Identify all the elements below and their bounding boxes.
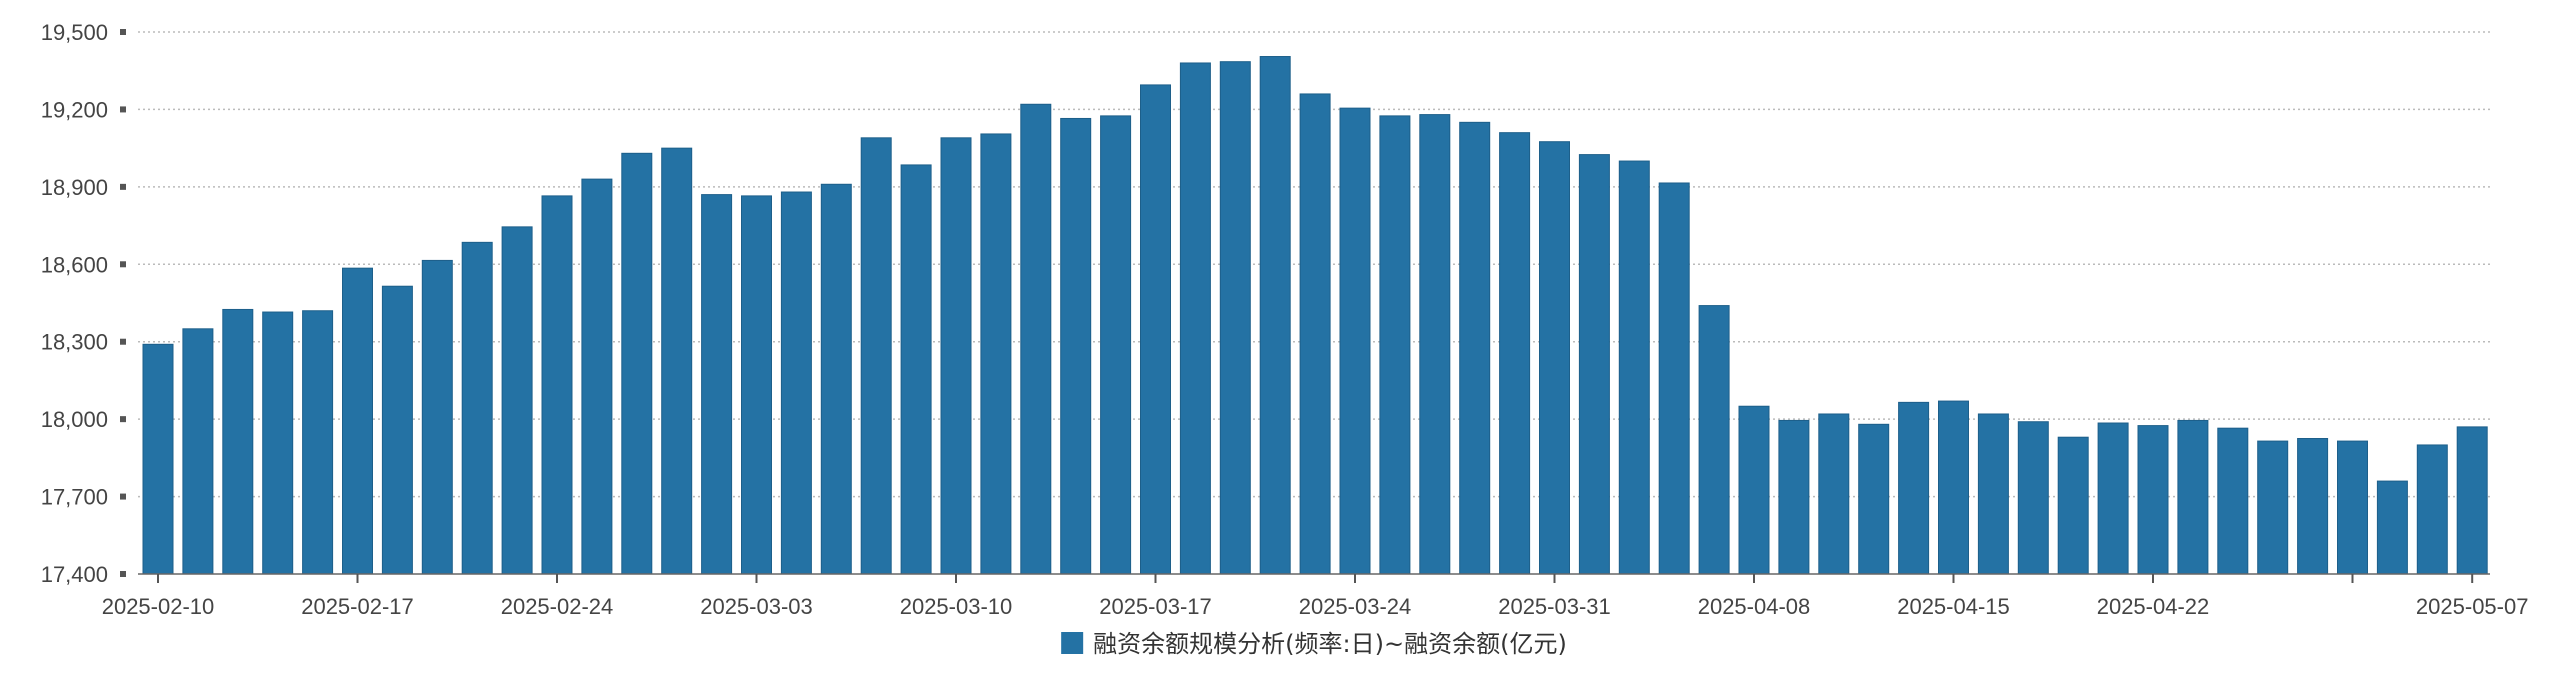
bar[interactable] (461, 241, 493, 575)
y-tick-mark (120, 493, 126, 500)
bar[interactable] (2137, 425, 2169, 575)
bar[interactable] (780, 191, 812, 575)
bar[interactable] (1818, 413, 1850, 575)
x-tick-label: 2025-03-10 (900, 594, 1013, 619)
bar[interactable] (661, 147, 693, 575)
y-tick-mark (120, 571, 126, 577)
y-tick-label: 17,400 (41, 562, 108, 587)
bar[interactable] (381, 285, 413, 575)
bar[interactable] (182, 328, 214, 575)
y-tick-label: 18,300 (41, 330, 108, 355)
bar[interactable] (2217, 427, 2249, 575)
bar[interactable] (860, 137, 892, 575)
x-tick-label: 2025-03-17 (1099, 594, 1212, 619)
bar[interactable] (1339, 107, 1371, 575)
bar[interactable] (1419, 114, 1451, 575)
bar[interactable] (980, 133, 1012, 575)
x-tick-label: 2025-02-10 (102, 594, 215, 619)
bar[interactable] (1858, 423, 1890, 575)
bar[interactable] (342, 267, 373, 575)
x-tick-label: 2025-04-22 (2097, 594, 2210, 619)
bar[interactable] (222, 308, 254, 575)
bar[interactable] (1977, 413, 2009, 575)
y-tick-mark (120, 106, 126, 113)
legend-label: 融资余额规模分析(频率:日)~融资余额(亿元) (1093, 630, 1567, 658)
bar[interactable] (1499, 132, 1531, 575)
y-tick-mark (120, 338, 126, 345)
bar[interactable] (1299, 93, 1331, 575)
bar[interactable] (142, 343, 174, 575)
x-tick-label: 2025-02-24 (501, 594, 614, 619)
y-tick-mark (120, 416, 126, 423)
x-tick-label: 2025-02-17 (301, 594, 414, 619)
bar[interactable] (1738, 405, 1770, 575)
bar[interactable] (2017, 421, 2049, 575)
y-tick-label: 18,600 (41, 252, 108, 277)
x-tick-label: 2025-05-07 (2416, 594, 2529, 619)
bar[interactable] (741, 195, 772, 575)
bar[interactable] (1100, 115, 1132, 575)
bar[interactable] (1938, 400, 1969, 575)
y-tick-mark (120, 261, 126, 268)
bars (142, 56, 2488, 575)
x-tick-label: 2025-04-15 (1897, 594, 2010, 619)
bar[interactable] (1539, 141, 1570, 575)
bar[interactable] (2057, 436, 2089, 575)
bar[interactable] (2337, 440, 2368, 575)
x-tick-label: 2025-03-24 (1299, 594, 1412, 619)
bar[interactable] (820, 183, 852, 575)
bar[interactable] (1140, 84, 1171, 575)
legend-swatch (1061, 632, 1084, 654)
bar[interactable] (1658, 182, 1690, 575)
bar[interactable] (1578, 154, 1610, 575)
bar[interactable] (2177, 419, 2209, 575)
bar[interactable] (1898, 401, 1930, 575)
bar[interactable] (302, 310, 334, 575)
bar[interactable] (581, 178, 613, 575)
x-tick-label: 2025-03-31 (1498, 594, 1611, 619)
y-tick-label: 18,000 (41, 407, 108, 432)
bar[interactable] (1698, 305, 1730, 575)
y-tick-label: 19,500 (41, 20, 108, 45)
bar[interactable] (262, 311, 294, 575)
bar[interactable] (2257, 440, 2289, 575)
bar[interactable] (2097, 422, 2129, 575)
bar[interactable] (541, 195, 573, 575)
bar[interactable] (1459, 121, 1491, 575)
legend[interactable]: 融资余额规模分析(频率:日)~融资余额(亿元) (1061, 630, 1567, 658)
bar[interactable] (1020, 103, 1052, 575)
bar[interactable] (1778, 419, 1810, 575)
bar[interactable] (1618, 160, 1650, 575)
y-tick-mark (120, 29, 126, 35)
axes (120, 29, 2490, 583)
bar[interactable] (2297, 438, 2329, 575)
bar[interactable] (1379, 115, 1411, 575)
bar[interactable] (2376, 480, 2408, 575)
y-tick-label: 19,200 (41, 97, 108, 122)
y-tick-mark (120, 183, 126, 190)
x-axis-tick-labels: 2025-02-10 2025-02-17 2025-02-24 2025-03-03… (102, 594, 2529, 619)
bar[interactable] (1259, 56, 1291, 575)
bar[interactable] (2416, 444, 2448, 575)
y-tick-label: 17,700 (41, 485, 108, 510)
bar[interactable] (1179, 62, 1211, 575)
bar[interactable] (701, 194, 733, 575)
bar[interactable] (501, 226, 533, 575)
bar[interactable] (621, 152, 653, 575)
bar[interactable] (421, 259, 453, 575)
x-tick-label: 2025-04-08 (1698, 594, 1811, 619)
bar[interactable] (1060, 117, 1092, 575)
x-tick-label: 2025-03-03 (700, 594, 813, 619)
bar[interactable] (2456, 426, 2488, 575)
bar[interactable] (900, 164, 932, 575)
bar[interactable] (940, 137, 972, 575)
y-axis-tick-labels: 19,500 19,200 18,900 18,600 18,300 18,000 17,7… (41, 20, 108, 587)
y-tick-label: 18,900 (41, 175, 108, 200)
bar[interactable] (1219, 61, 1251, 575)
